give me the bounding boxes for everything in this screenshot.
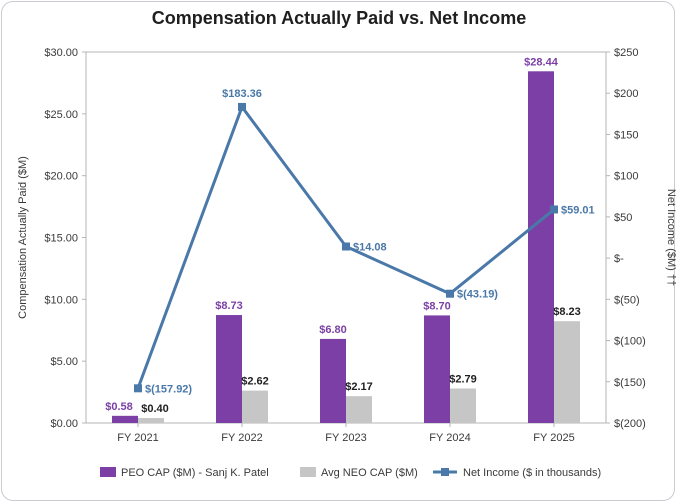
net-income-data-label: $59.01: [561, 204, 595, 216]
net-income-data-label: $(43.19): [457, 289, 498, 301]
peo-data-label: $6.80: [319, 324, 347, 336]
neo-bar: [554, 321, 580, 423]
peo-bar: [216, 315, 242, 423]
y2-tick-label: $100: [614, 171, 638, 183]
neo-data-label: $2.17: [345, 381, 373, 393]
peo-data-label: $8.70: [423, 300, 451, 312]
net-income-data-label: $183.36: [222, 88, 262, 100]
y-tick-label: $20.00: [44, 171, 78, 183]
y2-tick-label: $-: [614, 253, 624, 265]
y2-axis-label: Net Income ($M) ††: [665, 189, 677, 286]
neo-bar: [450, 388, 476, 423]
peo-bar: [112, 416, 138, 423]
y2-tick-label: $(150): [614, 377, 646, 389]
neo-data-label: $8.23: [553, 306, 581, 318]
peo-data-label: $0.58: [105, 401, 133, 413]
net-income-point: [446, 290, 454, 298]
y2-tick-label: $(50): [614, 294, 640, 306]
legend-label-net-income: Net Income ($ in thousands): [463, 467, 601, 479]
net-income-point: [134, 384, 142, 392]
peo-data-label: $28.44: [524, 56, 559, 68]
y-axis-label: Compensation Actually Paid ($M): [17, 156, 29, 319]
x-tick-label: FY 2024: [429, 432, 470, 444]
legend-label-peo: PEO CAP ($M) - Sanj K. Patel: [121, 467, 269, 479]
y2-tick-label: $150: [614, 129, 638, 141]
net-income-point: [550, 205, 558, 213]
peo-bar: [528, 71, 554, 423]
legend-label-neo: Avg NEO CAP ($M): [321, 467, 418, 479]
neo-bar: [138, 418, 164, 423]
peo-bar: [424, 315, 450, 423]
peo-data-label: $8.73: [215, 300, 243, 312]
y-tick-label: $30.00: [44, 47, 78, 59]
y-tick-label: $0.00: [50, 418, 78, 430]
x-tick-label: FY 2025: [533, 432, 574, 444]
neo-bar: [242, 391, 268, 423]
legend-swatch-peo: [100, 467, 116, 477]
y2-tick-label: $250: [614, 47, 638, 59]
y-tick-label: $10.00: [44, 294, 78, 306]
x-tick-label: FY 2023: [325, 432, 366, 444]
x-tick-label: FY 2022: [221, 432, 262, 444]
net-income-point: [342, 243, 350, 251]
neo-data-label: $2.79: [449, 373, 477, 385]
peo-bar: [320, 339, 346, 423]
y-tick-label: $25.00: [44, 109, 78, 121]
legend-marker-net-income: [441, 468, 449, 476]
neo-data-label: $0.40: [141, 403, 169, 415]
y2-tick-label: $200: [614, 88, 638, 100]
neo-bar: [346, 396, 372, 423]
legend-swatch-neo: [300, 467, 316, 477]
net-income-point: [238, 103, 246, 111]
net-income-data-label: $14.08: [353, 242, 387, 254]
x-tick-label: FY 2021: [117, 432, 158, 444]
neo-data-label: $2.62: [241, 376, 269, 388]
y-tick-label: $5.00: [50, 356, 78, 368]
y2-tick-label: $50: [614, 212, 632, 224]
y-tick-label: $15.00: [44, 233, 78, 245]
y2-tick-label: $(100): [614, 336, 646, 348]
y2-tick-label: $(200): [614, 418, 646, 430]
net-income-data-label: $(157.92): [145, 383, 192, 395]
